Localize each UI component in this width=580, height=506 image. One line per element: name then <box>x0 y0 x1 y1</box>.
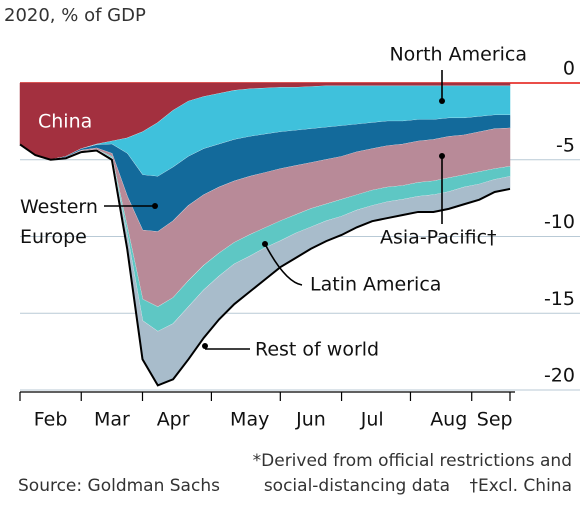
areas <box>19 82 511 387</box>
leader-dot <box>439 153 445 159</box>
x-tick-label: Feb <box>34 409 68 431</box>
x-tick-label: May <box>230 409 269 431</box>
series-label: Rest of world <box>255 339 379 361</box>
y-tick-label: -10 <box>544 211 575 233</box>
x-tick-label: Jul <box>360 409 384 431</box>
series-label: North America <box>389 44 527 66</box>
y-tick-label: -20 <box>544 365 575 387</box>
leader-dot <box>152 203 158 209</box>
note: social-distancing data <box>264 476 450 496</box>
chart-title: 2020, % of GDP <box>4 5 146 26</box>
leader-dot <box>202 343 208 349</box>
y-tick-label: -5 <box>556 134 575 156</box>
leader-dot <box>439 98 445 104</box>
x-tick-label: Mar <box>94 409 130 431</box>
total-outline <box>19 143 511 387</box>
series-label: Western Europe <box>20 196 98 248</box>
annotations: China North America Western Europe Asia-P… <box>18 44 572 497</box>
footnote: †Excl. China <box>470 476 572 496</box>
series-label: China <box>38 111 92 133</box>
x-tick-label: Apr <box>157 409 190 431</box>
series-label: Latin America <box>310 274 441 296</box>
note: *Derived from official restrictions and <box>253 451 572 471</box>
y-tick-label: -15 <box>544 288 575 310</box>
series-label: Asia-Pacific† <box>380 227 497 249</box>
x-tick-label: Sep <box>477 409 513 431</box>
x-tick-label: Jun <box>295 409 326 431</box>
source: Source: Goldman Sachs <box>18 476 220 496</box>
y-tick-label: 0 <box>563 58 575 80</box>
leader-line <box>264 243 303 286</box>
x-tick-label: Aug <box>430 409 467 431</box>
leader-dot <box>262 241 268 247</box>
